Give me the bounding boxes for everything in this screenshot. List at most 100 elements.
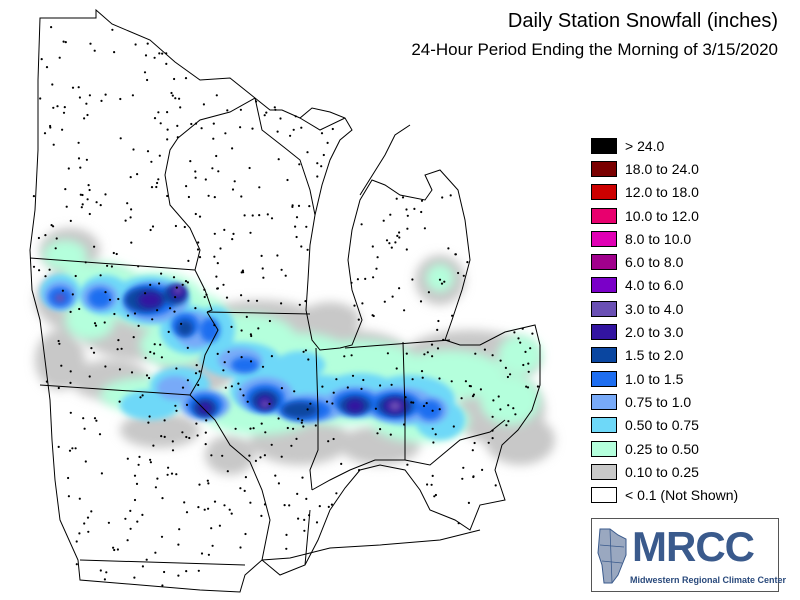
station-dot [243,214,246,217]
station-dot [178,528,181,531]
station-dot [239,126,242,129]
station-dot [213,232,216,235]
snowfall-area [43,240,87,270]
station-dot [343,355,346,358]
station-dot [83,427,86,430]
station-dot [82,417,85,420]
station-dot [227,350,230,353]
station-dot [261,267,264,270]
station-dot [330,503,333,506]
station-dot [115,252,118,256]
station-dot [492,399,495,402]
station-dot [207,507,210,510]
station-dot [423,353,426,356]
legend-label: 1.5 to 2.0 [625,347,684,364]
station-dot [198,370,201,373]
station-dot [395,197,398,200]
station-dot [398,236,401,239]
station-dot [308,205,311,208]
station-dot [81,193,84,197]
station-dot [113,51,116,54]
station-dot [224,132,227,135]
station-dot [176,136,179,139]
station-dot [137,324,140,327]
station-dot [116,548,119,551]
logo-subtitle: Midwestern Regional Climate Center [630,575,787,585]
station-dot [149,458,152,461]
station-dot [87,530,90,533]
station-dot [230,325,233,328]
station-dot [132,336,135,339]
snowfall-area [498,335,542,375]
legend-item: 10.0 to 12.0 [591,204,738,227]
station-dot [94,324,98,327]
snowfall-area [157,376,193,400]
station-dot [157,111,160,114]
legend-label: < 0.1 (Not Shown) [625,487,739,504]
station-dot [276,130,279,133]
station-dot [265,111,268,114]
legend-swatch [591,347,617,364]
station-dot [529,347,532,350]
station-dot [133,498,137,502]
station-dot [494,484,497,487]
station-dot [240,294,243,297]
station-dot [293,390,296,393]
station-dot [65,205,68,208]
station-dot [331,127,334,131]
station-dot [452,425,455,428]
station-dot [165,62,168,65]
station-dot [38,269,41,272]
station-dot [433,495,436,498]
station-dot [434,493,437,497]
station-dot [99,569,102,572]
station-dot [67,167,70,170]
station-dot [430,343,434,346]
station-dot [124,219,127,222]
station-dot [95,201,98,204]
station-dot [371,314,374,317]
station-dot [54,247,57,250]
station-dot [58,342,61,345]
snowfall-area [200,318,220,342]
station-dot [43,132,47,135]
station-dot [204,431,207,434]
station-dot [78,497,81,500]
station-dot [223,361,226,364]
station-dot [166,111,169,114]
station-dot [360,223,363,226]
legend-item: 3.0 to 4.0 [591,297,738,320]
station-dot [258,186,261,189]
station-dot [340,462,343,465]
station-dot [234,427,237,430]
mrcc-logo: MRCC Midwestern Regional Climate Center [591,518,786,592]
station-dot [174,224,177,228]
station-dot [266,213,269,216]
station-dot [262,276,265,279]
station-dot [103,578,106,581]
station-dot [150,160,153,163]
station-dot [117,339,120,342]
station-dot [426,483,429,486]
station-dot [231,188,235,191]
station-dot [57,386,60,390]
station-dot [180,322,183,325]
station-dot [100,99,103,102]
station-dot [357,318,360,321]
station-dot [166,194,169,198]
station-dot [300,126,303,129]
station-dot [166,138,169,141]
station-dot [62,111,66,114]
station-dot [99,204,102,207]
station-dot [473,441,476,445]
station-dot [331,402,334,405]
station-dot [295,437,298,440]
station-dot [223,504,226,507]
station-dot [426,351,429,354]
station-dot [315,521,319,524]
station-dot [174,404,177,407]
station-dot [156,181,159,185]
station-dot [405,208,408,211]
station-dot [71,447,74,450]
